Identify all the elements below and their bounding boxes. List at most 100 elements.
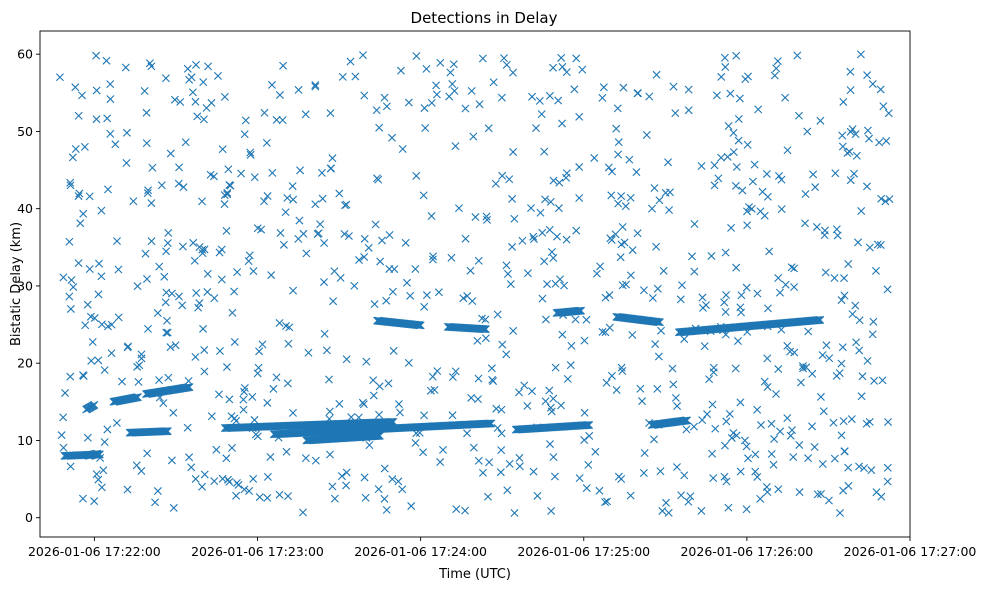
data-marker: [83, 433, 92, 442]
data-marker: [55, 73, 64, 82]
data-marker: [364, 243, 373, 252]
data-marker: [185, 453, 194, 462]
data-marker: [448, 373, 457, 382]
data-marker: [268, 168, 277, 177]
data-marker: [450, 86, 459, 95]
data-marker: [200, 367, 209, 376]
data-marker: [770, 71, 779, 80]
data-marker: [602, 378, 611, 387]
data-marker: [767, 449, 776, 458]
data-marker: [187, 73, 196, 82]
data-marker: [545, 386, 554, 395]
data-marker: [161, 427, 170, 436]
data-marker: [552, 232, 561, 241]
data-marker: [811, 183, 820, 192]
data-marker: [648, 204, 656, 213]
data-marker: [558, 330, 567, 339]
data-marker: [311, 80, 320, 89]
data-marker: [872, 488, 881, 497]
data-marker: [676, 295, 685, 304]
data-marker: [240, 485, 249, 494]
data-marker: [734, 337, 742, 346]
data-marker: [97, 272, 106, 281]
data-marker: [870, 376, 879, 385]
data-marker: [83, 300, 92, 309]
data-marker: [767, 419, 776, 428]
data-marker: [489, 78, 498, 87]
data-marker: [732, 263, 741, 272]
data-marker: [301, 454, 310, 463]
data-marker: [225, 181, 234, 190]
data-marker: [639, 286, 648, 295]
data-marker: [881, 197, 890, 206]
data-marker: [487, 419, 496, 428]
data-marker: [96, 453, 105, 462]
data-marker: [720, 441, 729, 450]
data-marker: [795, 440, 804, 449]
data-marker: [883, 463, 892, 472]
data-marker: [812, 316, 821, 325]
data-marker: [657, 326, 666, 335]
data-marker: [614, 472, 623, 481]
data-marker: [576, 306, 585, 315]
data-marker: [523, 269, 532, 278]
data-marker: [486, 419, 495, 428]
data-marker: [846, 67, 855, 76]
data-marker: [469, 443, 478, 452]
data-marker: [546, 440, 554, 449]
data-marker: [652, 70, 661, 79]
data-marker: [272, 373, 281, 382]
data-marker: [555, 178, 564, 187]
data-marker: [721, 330, 730, 339]
data-marker: [250, 415, 259, 424]
data-marker: [830, 454, 839, 463]
data-marker: [677, 491, 686, 500]
data-marker: [112, 237, 121, 246]
data-marker: [763, 304, 772, 313]
data-marker: [106, 129, 115, 138]
data-marker: [820, 226, 829, 235]
data-marker: [626, 193, 635, 202]
data-marker: [289, 286, 298, 295]
data-marker: [191, 352, 200, 361]
data-marker: [832, 225, 841, 234]
data-marker: [167, 456, 176, 465]
y-tick-label: 50: [17, 124, 33, 139]
data-marker: [801, 219, 809, 228]
data-marker: [402, 278, 411, 287]
data-marker: [838, 343, 847, 352]
data-marker: [142, 108, 151, 117]
data-marker: [844, 463, 853, 472]
data-marker: [541, 397, 550, 406]
data-marker: [721, 63, 730, 72]
data-marker: [549, 254, 558, 262]
data-marker: [175, 163, 184, 172]
data-marker: [153, 309, 162, 318]
data-marker: [283, 193, 292, 202]
data-marker: [498, 171, 507, 180]
data-marker: [825, 354, 834, 363]
data-marker: [434, 288, 443, 297]
data-marker: [79, 371, 88, 380]
data-marker: [658, 506, 667, 515]
data-marker: [94, 290, 103, 299]
data-marker: [199, 78, 208, 87]
data-marker: [851, 130, 860, 139]
data-marker: [598, 93, 607, 102]
data-marker: [831, 169, 840, 178]
data-marker: [326, 109, 335, 118]
data-marker: [865, 134, 873, 143]
data-marker: [193, 112, 202, 121]
data-marker: [253, 432, 262, 441]
data-marker: [427, 98, 436, 107]
data-marker: [227, 443, 236, 452]
data-marker: [318, 194, 327, 203]
data-marker: [269, 384, 278, 393]
data-marker: [575, 474, 584, 483]
data-marker: [103, 114, 112, 123]
data-marker: [601, 328, 610, 337]
data-marker: [107, 349, 116, 358]
data-marker: [316, 220, 325, 229]
data-marker: [419, 191, 428, 200]
